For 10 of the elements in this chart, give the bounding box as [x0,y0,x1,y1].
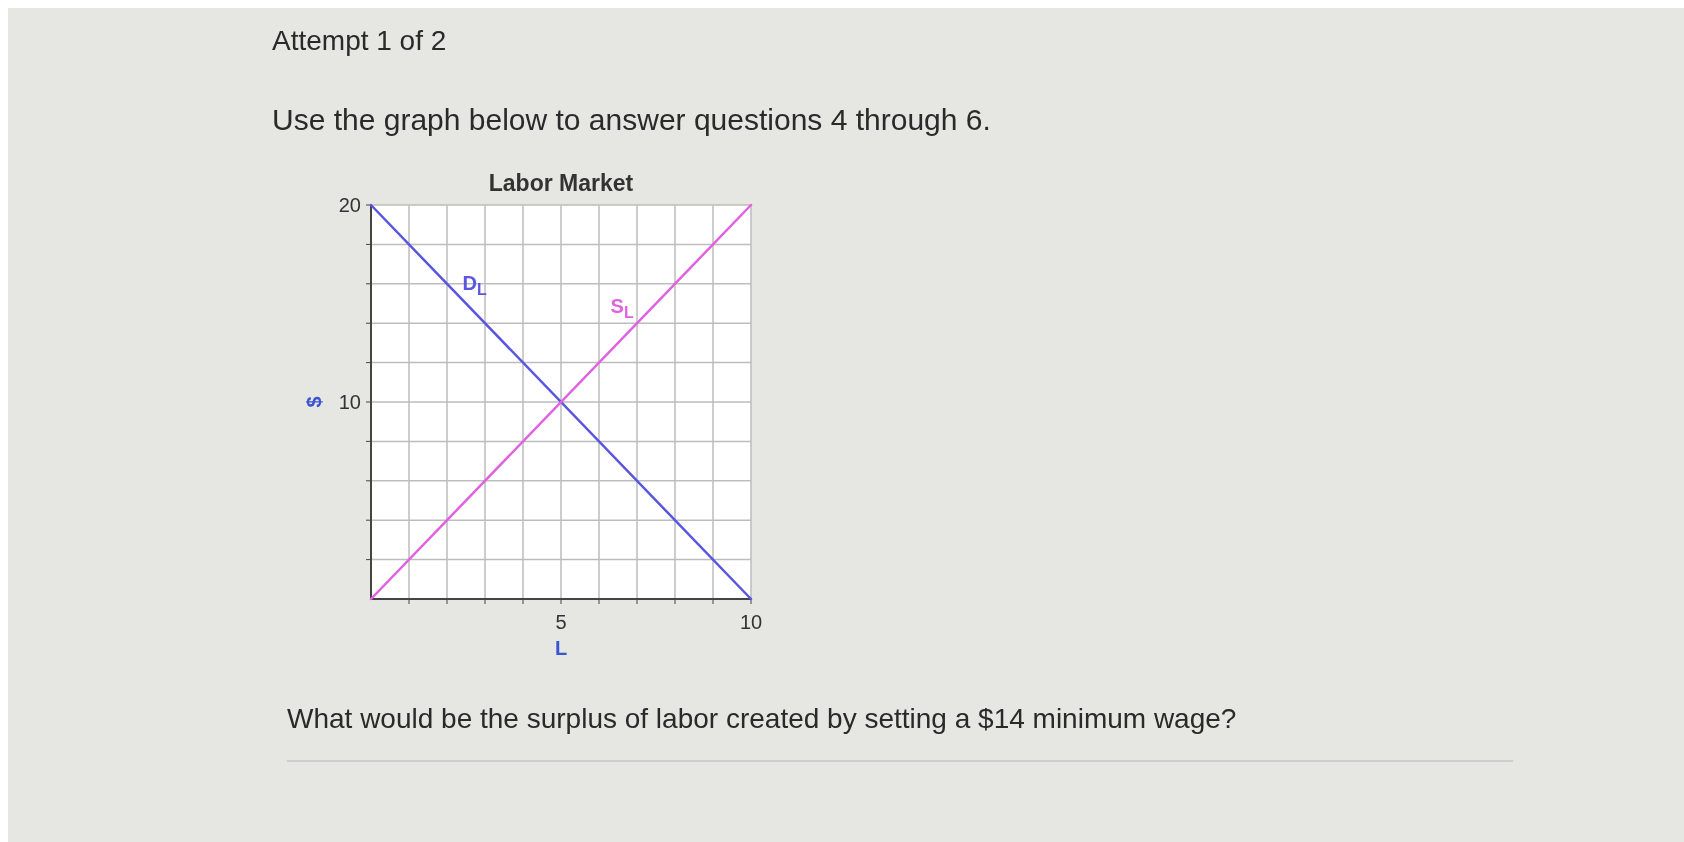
x-axis-title: L [554,637,568,659]
text: Use the graph below to answer questions 4 through 6. [272,103,991,136]
text: What would be the surplus of labor created by setting a $14 minimum wage? [287,703,1237,734]
text: Attempt 1 of 2 [272,25,447,56]
chart-title: Labor Market [488,170,634,196]
x-tick-label: 5 [555,611,567,633]
series-label: D$_{L}$ [462,271,488,298]
y-axis-title: $ [303,396,325,408]
y-tick-label: 20 [338,194,361,216]
series-label: S$_{L}$ [610,295,634,322]
